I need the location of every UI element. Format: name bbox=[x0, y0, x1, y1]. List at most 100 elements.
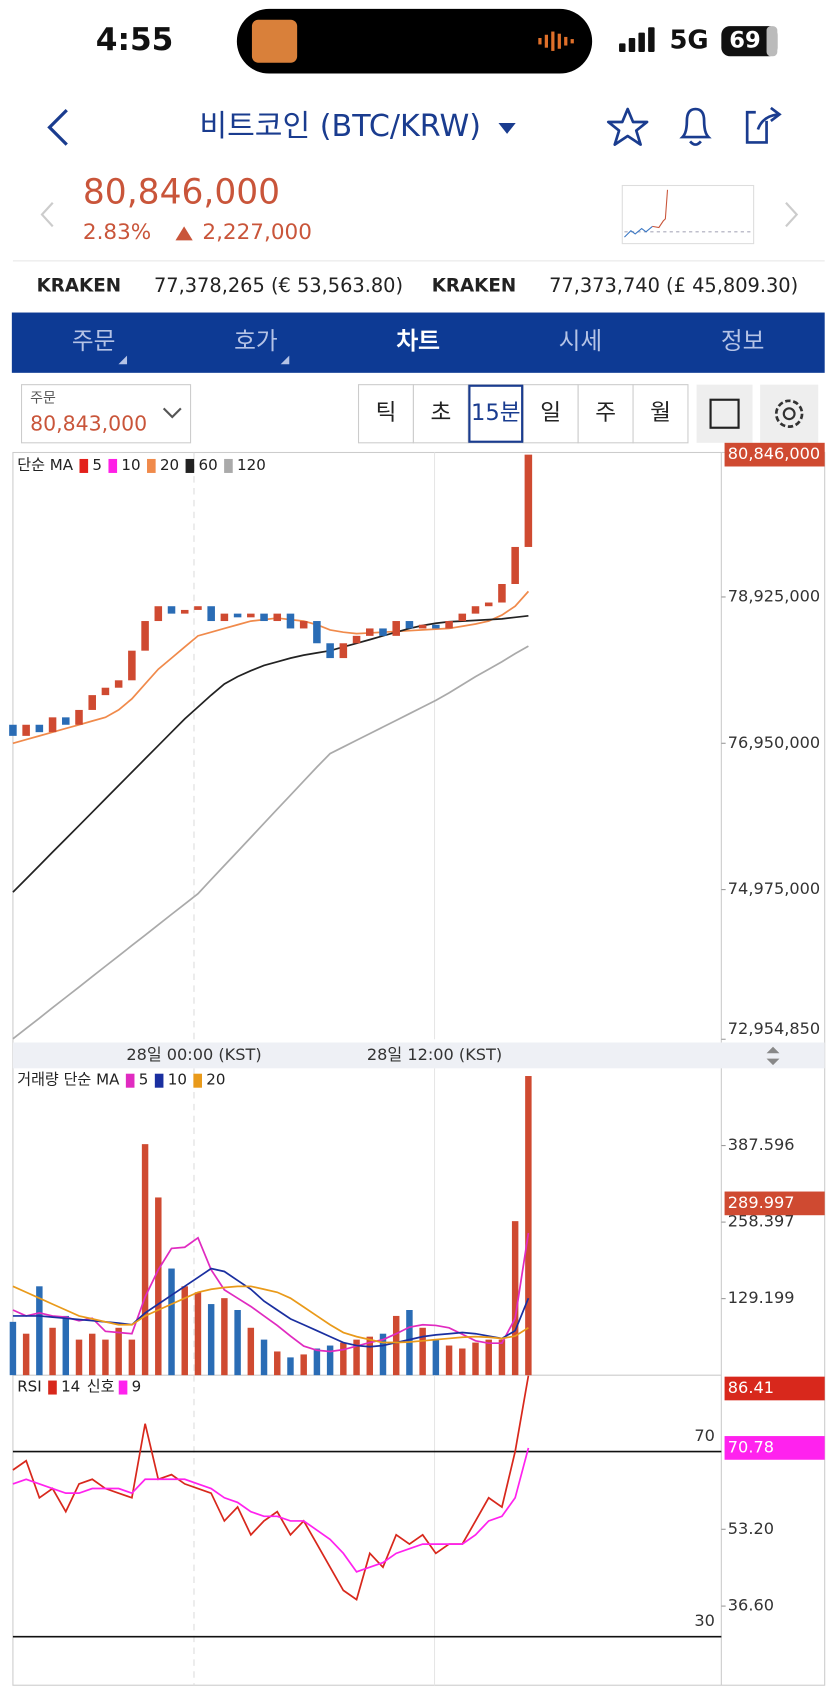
y-tick-label: 36.60 bbox=[728, 1596, 774, 1615]
candle bbox=[458, 613, 467, 622]
volume-bar bbox=[379, 1333, 387, 1376]
candle bbox=[498, 583, 506, 603]
interval-label[interactable]: 주 bbox=[595, 400, 616, 426]
candle bbox=[75, 709, 83, 725]
volume-bar bbox=[260, 1339, 268, 1376]
x-tick-label: 28일 00:00 (KST) bbox=[126, 1045, 261, 1064]
volume-bar bbox=[300, 1354, 307, 1376]
tab[interactable]: 주문 bbox=[72, 327, 116, 355]
candle bbox=[180, 609, 189, 614]
order-dropdown[interactable] bbox=[162, 407, 182, 419]
ma-line bbox=[12, 614, 529, 893]
volume-bar bbox=[353, 1339, 360, 1376]
interval-label[interactable]: 월 bbox=[650, 400, 671, 426]
legend-name: 10 bbox=[121, 456, 140, 474]
interval-label[interactable]: 15분 bbox=[471, 400, 521, 426]
share-icon[interactable] bbox=[745, 106, 782, 144]
volume-bar bbox=[168, 1268, 175, 1376]
order-box[interactable] bbox=[20, 384, 192, 444]
header-title[interactable]: 비트코인 (BTC/KRW) bbox=[199, 109, 481, 144]
next-arrow[interactable] bbox=[785, 201, 799, 228]
volume-bar bbox=[432, 1339, 440, 1376]
tab-bar bbox=[11, 312, 825, 373]
y-tick-label: 72,954,850 bbox=[728, 1019, 820, 1038]
title-dropdown[interactable] bbox=[498, 123, 516, 134]
volume-bar bbox=[36, 1286, 43, 1376]
legend-label: 거래량 단순 MA bbox=[17, 1071, 120, 1089]
volume-bar bbox=[287, 1357, 294, 1376]
legend-name: 14 bbox=[61, 1378, 80, 1396]
candle bbox=[128, 650, 136, 681]
candle bbox=[366, 628, 374, 636]
settings-hub bbox=[782, 407, 796, 421]
volume-bar bbox=[525, 1076, 532, 1376]
island-thumb bbox=[251, 19, 298, 63]
draw-icon bbox=[709, 398, 740, 429]
tab[interactable]: 시세 bbox=[559, 327, 603, 355]
volume-bar bbox=[141, 1144, 149, 1376]
candle bbox=[114, 680, 123, 688]
candle bbox=[432, 624, 440, 629]
candle bbox=[62, 717, 70, 725]
settings-button[interactable] bbox=[760, 384, 819, 443]
ma-line bbox=[12, 590, 530, 745]
network: 5G bbox=[669, 26, 708, 56]
legend-name: 10 bbox=[168, 1071, 187, 1089]
volume-bar bbox=[511, 1221, 519, 1376]
mini-line-blue bbox=[624, 225, 653, 238]
value-tag-label: 80,846,000 bbox=[728, 444, 820, 463]
legend-label: 단순 MA bbox=[17, 456, 73, 474]
ma-line bbox=[12, 645, 529, 1040]
candle bbox=[445, 621, 453, 629]
legend-swatch bbox=[193, 1073, 202, 1088]
volume-bar bbox=[274, 1351, 281, 1376]
resize-handle[interactable] bbox=[766, 1046, 780, 1066]
change-pct: 2.83% bbox=[83, 220, 151, 245]
legend-name: 5 bbox=[92, 456, 102, 474]
legend-swatch bbox=[108, 458, 118, 473]
value-tag bbox=[724, 1376, 825, 1401]
volume-bar bbox=[498, 1339, 506, 1376]
prev-arrow[interactable] bbox=[40, 201, 54, 228]
legend-name: 120 bbox=[237, 456, 266, 474]
order-value: 80,843,000 bbox=[30, 412, 147, 436]
value-tag-label: 289.997 bbox=[728, 1193, 795, 1212]
y-tick-label: 74,975,000 bbox=[728, 879, 820, 898]
volume-bar bbox=[181, 1286, 188, 1376]
interval-selected bbox=[468, 384, 524, 443]
interval-button[interactable] bbox=[467, 384, 524, 444]
interval-button[interactable] bbox=[357, 384, 414, 444]
candle bbox=[260, 613, 268, 622]
candle bbox=[471, 606, 480, 614]
interval-label[interactable]: 틱 bbox=[376, 400, 397, 426]
legend-swatch bbox=[154, 1073, 164, 1088]
price: 80,846,000 bbox=[83, 173, 280, 213]
legend-swatch bbox=[185, 458, 195, 473]
volume-bar bbox=[88, 1333, 96, 1376]
favorite-icon[interactable] bbox=[606, 107, 649, 146]
volume-bar bbox=[207, 1304, 215, 1376]
candle bbox=[207, 606, 215, 622]
settings-gear bbox=[774, 399, 804, 429]
back-button[interactable] bbox=[47, 108, 68, 146]
candle bbox=[326, 643, 334, 659]
tab[interactable]: 차트 bbox=[396, 327, 440, 355]
interval-button[interactable] bbox=[412, 384, 469, 444]
tab[interactable]: 호가 bbox=[234, 327, 278, 355]
mini-line-red bbox=[652, 189, 669, 229]
interval-label[interactable]: 일 bbox=[540, 400, 561, 426]
draw-button[interactable] bbox=[696, 384, 753, 443]
interval-button[interactable] bbox=[632, 384, 689, 444]
legend-prefix: 신호 bbox=[87, 1378, 115, 1396]
volume-bar bbox=[234, 1310, 241, 1376]
ma-line bbox=[12, 1447, 530, 1573]
order-label: 주문 bbox=[30, 391, 56, 407]
interval-label[interactable]: 초 bbox=[430, 400, 451, 426]
tab[interactable]: 정보 bbox=[721, 327, 765, 355]
volume-bar bbox=[75, 1339, 83, 1376]
legend-swatch bbox=[48, 1380, 57, 1395]
alert-icon[interactable] bbox=[679, 107, 712, 146]
candle bbox=[247, 613, 255, 618]
